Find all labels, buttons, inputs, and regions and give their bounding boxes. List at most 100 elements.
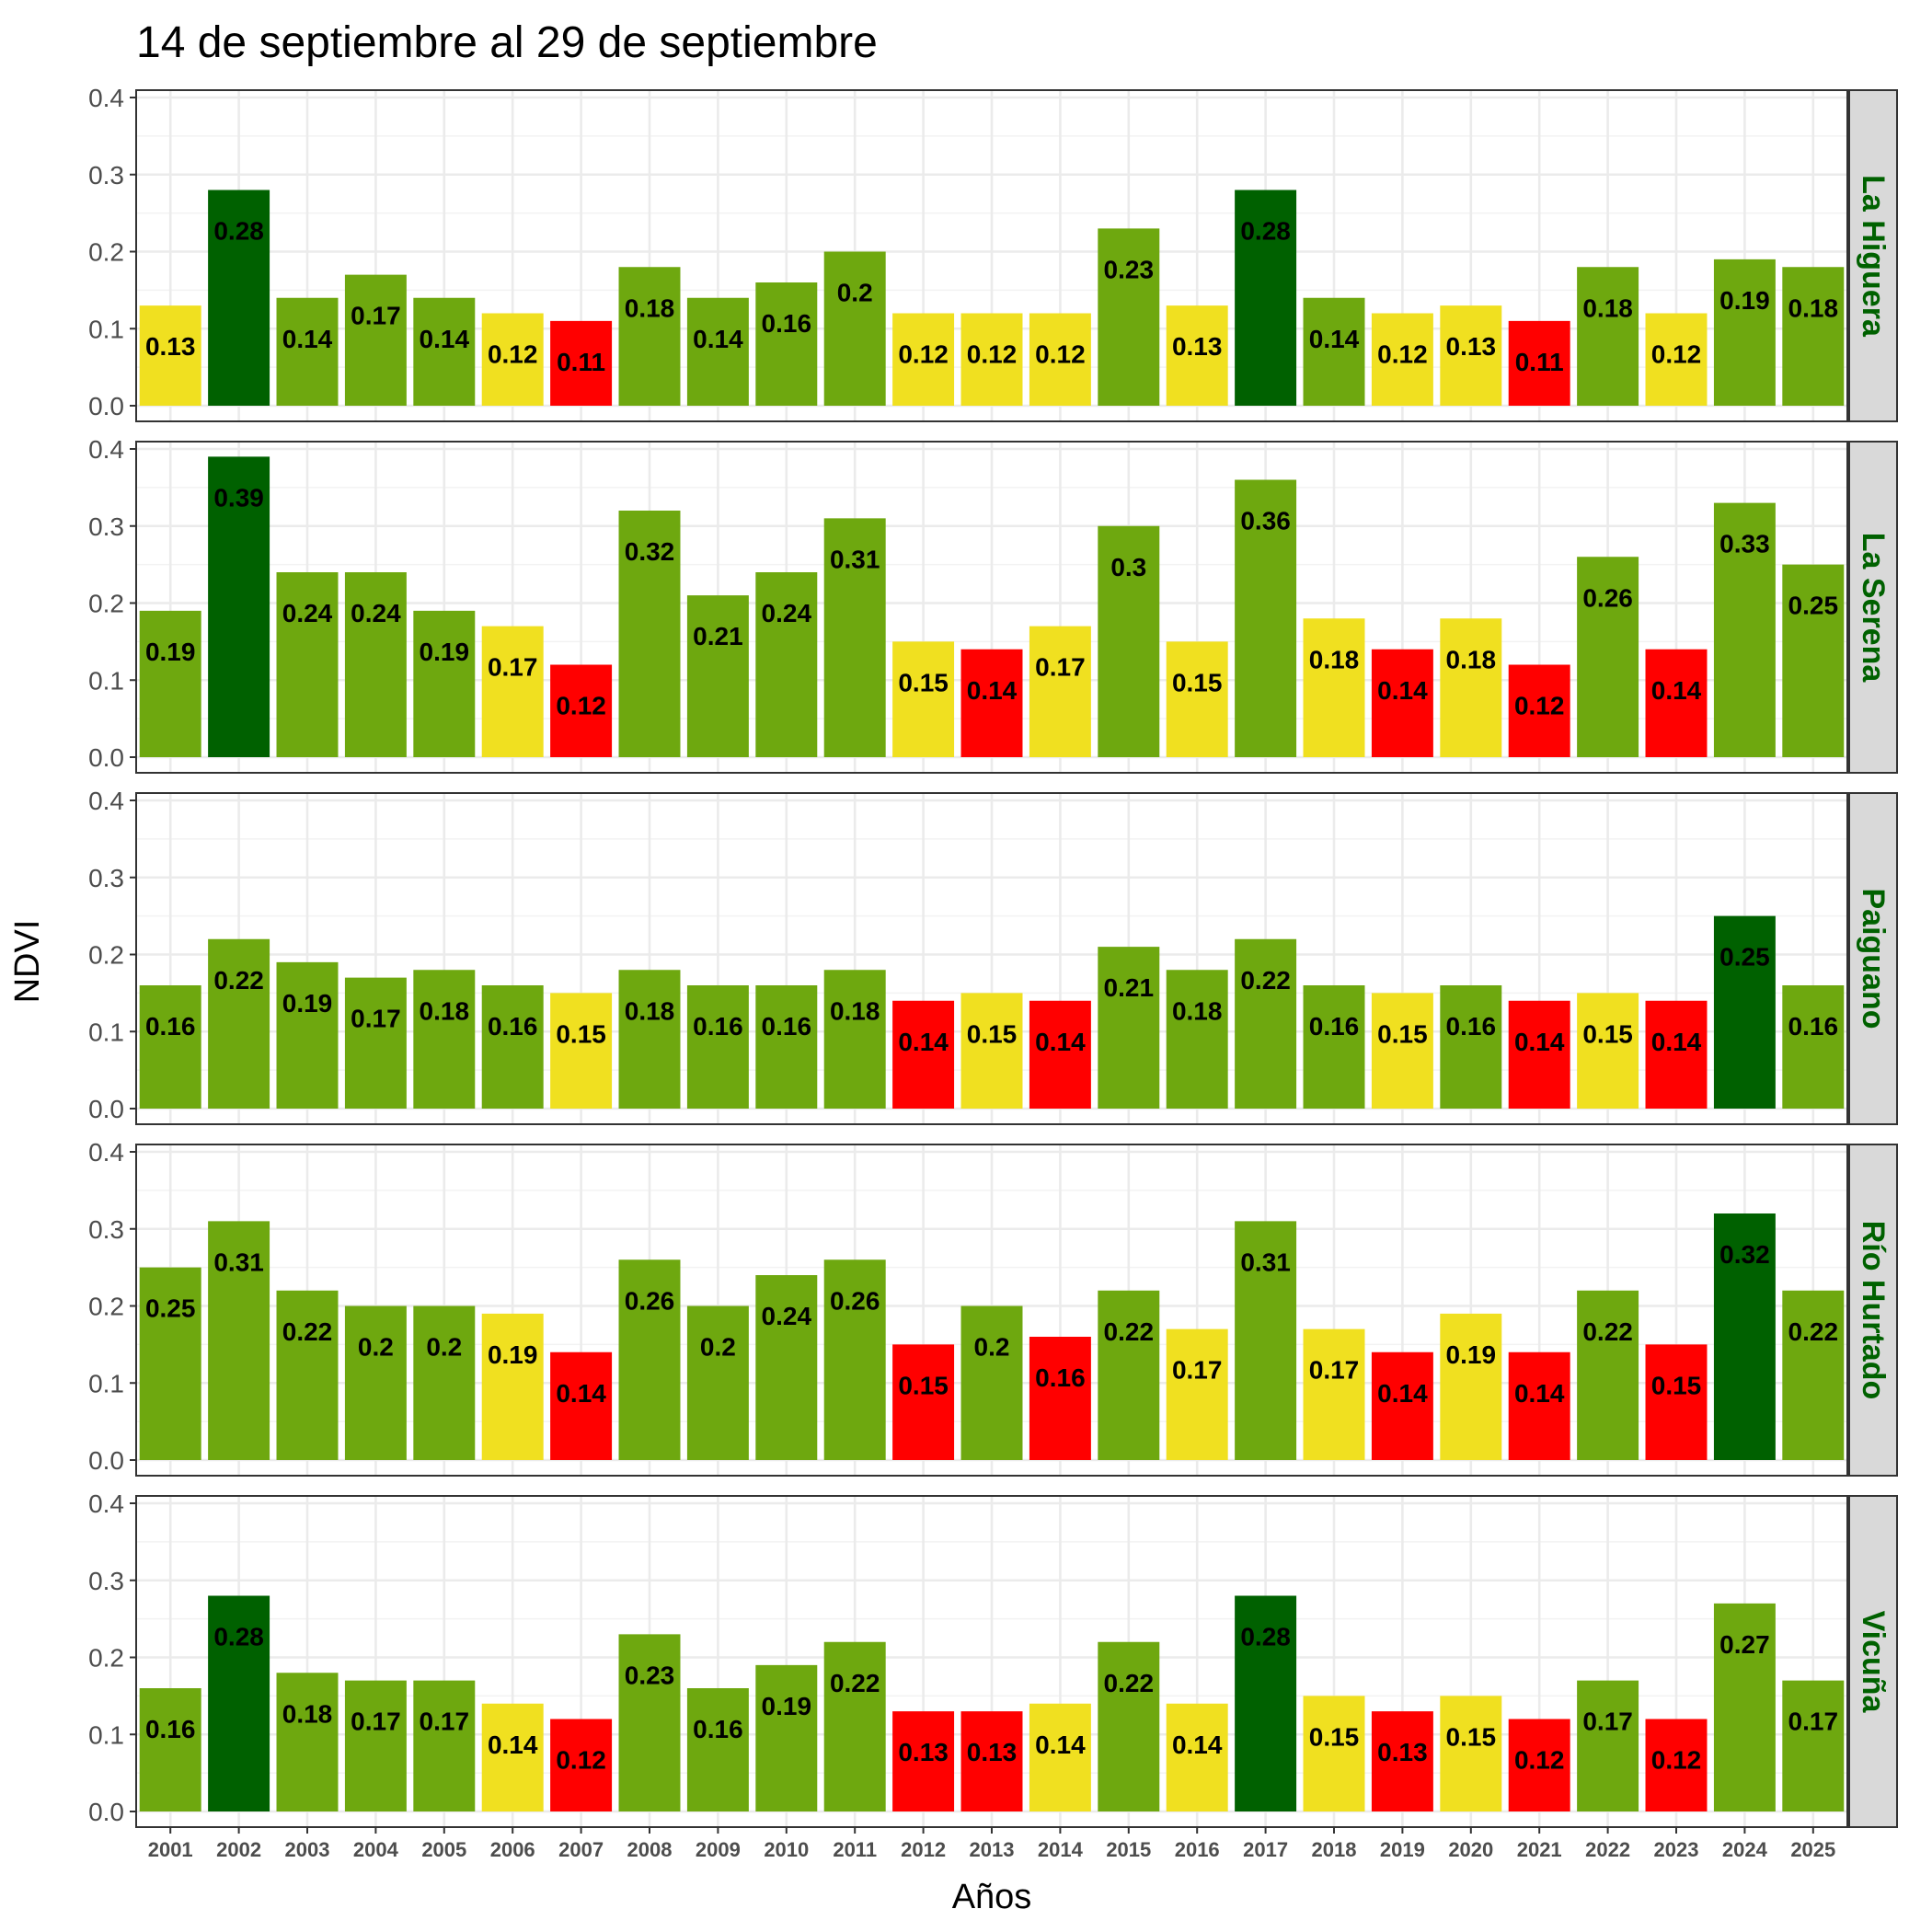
bar-value-label: 0.14: [967, 676, 1018, 705]
bar-2016: [1166, 305, 1228, 406]
bar-2023: [1645, 1719, 1708, 1811]
facet-strip-label: Río Hurtado: [1856, 1221, 1891, 1400]
bar-value-label: 0.18: [830, 996, 880, 1025]
bar-value-label: 0.39: [213, 483, 264, 512]
bar-value-label: 0.2: [700, 1333, 736, 1362]
bar-value-label: 0.15: [1582, 1019, 1633, 1048]
bar-value-label: 0.19: [762, 1692, 812, 1720]
x-tick-label: 2023: [1654, 1838, 1699, 1861]
bar-2012: [892, 313, 955, 406]
bar-value-label: 0.17: [351, 1005, 401, 1033]
bar-2004: [344, 1680, 407, 1811]
bar-value-label: 0.13: [1377, 1738, 1428, 1766]
bar-2003: [276, 1673, 339, 1811]
y-tick-label: 0.3: [88, 161, 124, 190]
bar-value-label: 0.14: [1309, 325, 1360, 353]
bar-value-label: 0.11: [557, 348, 605, 376]
bar-2014: [1029, 626, 1091, 757]
y-tick-label: 0.1: [88, 1720, 124, 1749]
y-tick-label: 0.1: [88, 315, 124, 343]
x-tick-label: 2008: [627, 1838, 673, 1861]
bar-2012: [892, 1344, 955, 1460]
bar-value-label: 0.31: [830, 545, 880, 573]
bar-value-label: 0.17: [1788, 1708, 1839, 1736]
bar-value-label: 0.21: [1104, 973, 1155, 1002]
bar-value-label: 0.16: [1309, 1012, 1360, 1041]
bar-2005: [413, 1680, 476, 1811]
y-tick-label: 0.4: [88, 435, 124, 464]
bar-value-label: 0.28: [213, 1623, 264, 1651]
bar-value-label: 0.12: [1514, 1746, 1565, 1775]
bar-2014: [1029, 313, 1091, 406]
bar-value-label: 0.28: [1240, 217, 1291, 246]
x-tick-label: 2007: [558, 1838, 604, 1861]
bar-value-label: 0.15: [1446, 1722, 1497, 1751]
bar-2007: [550, 1719, 613, 1811]
x-axis-title: Años: [952, 1878, 1032, 1916]
bar-value-label: 0.12: [1377, 340, 1428, 369]
bar-value-label: 0.16: [488, 1012, 538, 1041]
x-tick-label: 2011: [833, 1838, 877, 1861]
bar-value-label: 0.24: [351, 599, 401, 627]
bar-value-label: 0.19: [145, 638, 196, 666]
bar-value-label: 0.17: [1035, 653, 1086, 682]
bar-2013: [960, 313, 1023, 406]
bar-2015: [1098, 947, 1160, 1109]
bar-value-label: 0.16: [1035, 1363, 1086, 1392]
bar-value-label: 0.24: [762, 1302, 812, 1330]
bar-2019: [1371, 1711, 1433, 1811]
x-tick-label: 2018: [1312, 1838, 1357, 1861]
bar-value-label: 0.12: [556, 692, 606, 720]
bar-value-label: 0.17: [351, 1708, 401, 1736]
bar-value-label: 0.15: [898, 1371, 949, 1399]
facet-strip-label: Vicuña: [1856, 1611, 1891, 1714]
bar-value-label: 0.15: [556, 1019, 606, 1048]
y-tick-label: 0.0: [88, 1095, 124, 1123]
panel-paiguano: 0.16 0.22 0.19 0.17 0.18 0.16 0.15 0.18 0.16 0.16…: [88, 787, 1898, 1125]
bar-value-label: 0.22: [1104, 1669, 1155, 1697]
bar-2011: [823, 1259, 886, 1460]
bar-2004: [344, 572, 407, 757]
bar-value-label: 0.18: [420, 996, 470, 1025]
bar-value-label: 0.25: [145, 1294, 196, 1323]
bar-2017: [1235, 190, 1297, 406]
x-tick-label: 2002: [216, 1838, 261, 1861]
bar-2022: [1577, 1290, 1639, 1460]
bar-2002: [208, 456, 270, 757]
bar-value-label: 0.16: [693, 1715, 743, 1743]
y-tick-label: 0.2: [88, 238, 124, 267]
bar-2002: [208, 1595, 270, 1811]
bar-value-label: 0.18: [282, 1699, 333, 1728]
bar-value-label: 0.18: [1788, 293, 1839, 322]
bar-2011: [823, 251, 886, 406]
y-tick-label: 0.0: [88, 392, 124, 420]
chart-title: 14 de septiembre al 29 de septiembre: [136, 18, 878, 67]
bar-value-label: 0.18: [625, 996, 675, 1025]
panel-border: [135, 1144, 1848, 1477]
bar-2017: [1235, 1221, 1297, 1460]
bar-value-label: 0.36: [1240, 507, 1291, 535]
bar-2018: [1303, 297, 1365, 406]
bar-2020: [1440, 985, 1502, 1109]
bar-2022: [1577, 557, 1639, 757]
x-tick-label: 2020: [1448, 1838, 1493, 1861]
bar-2005: [413, 297, 476, 406]
y-tick-label: 0.4: [88, 787, 124, 815]
y-tick-label: 0.1: [88, 666, 124, 695]
bar-2016: [1166, 1328, 1228, 1460]
x-tick-label: 2004: [353, 1838, 399, 1861]
bar-2004: [344, 274, 407, 406]
bar-value-label: 0.14: [1035, 1731, 1086, 1759]
bar-2019: [1371, 1351, 1433, 1460]
bar-2022: [1577, 267, 1639, 406]
bar-value-label: 0.16: [1446, 1012, 1497, 1041]
bar-2003: [276, 961, 339, 1109]
bar-value-label: 0.14: [1514, 1028, 1565, 1056]
bar-2005: [413, 970, 476, 1109]
bar-value-label: 0.15: [967, 1019, 1018, 1048]
x-tick-label: 2022: [1585, 1838, 1630, 1861]
y-tick-label: 0.1: [88, 1369, 124, 1397]
bar-value-label: 0.28: [213, 217, 264, 246]
bar-value-label: 0.17: [351, 302, 401, 330]
bar-value-label: 0.14: [556, 1379, 606, 1408]
